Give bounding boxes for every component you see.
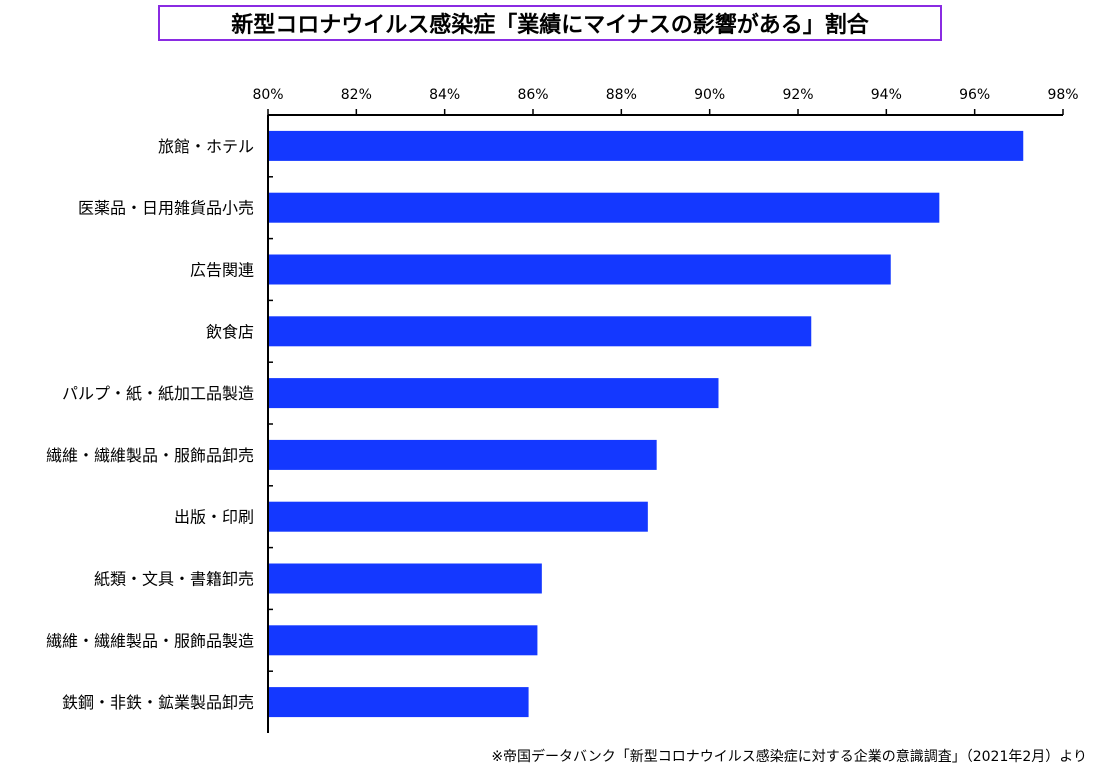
category-label: 旅館・ホテル xyxy=(158,137,254,156)
bar xyxy=(268,316,812,347)
x-tick-label: 80% xyxy=(252,87,283,103)
x-tick-label: 94% xyxy=(871,87,902,103)
category-label: 出版・印刷 xyxy=(174,508,254,527)
x-tick-label: 92% xyxy=(782,87,813,103)
x-tick-label: 98% xyxy=(1047,87,1078,103)
bar xyxy=(268,254,891,285)
bar xyxy=(268,625,538,656)
x-tick-label: 84% xyxy=(429,87,460,103)
x-tick-label: 88% xyxy=(606,87,637,103)
bar xyxy=(268,687,529,718)
x-tick-label: 82% xyxy=(341,87,372,103)
category-label: 紙類・文具・書籍卸売 xyxy=(94,570,254,589)
bar xyxy=(268,192,940,223)
category-label: 繊維・繊維製品・服飾品卸売 xyxy=(46,446,254,465)
bar xyxy=(268,130,1024,161)
x-tick-label: 96% xyxy=(959,87,990,103)
bar xyxy=(268,501,648,532)
x-tick-label: 90% xyxy=(694,87,725,103)
source-note: ※帝国データバンク「新型コロナウイルス感染症に対する企業の意識調査」（2021年… xyxy=(491,749,1087,765)
x-tick-label: 86% xyxy=(517,87,548,103)
bar xyxy=(268,439,657,470)
category-label: 医薬品・日用雑貨品小売 xyxy=(78,199,254,218)
category-label: 繊維・繊維製品・服飾品製造 xyxy=(46,631,254,650)
bar xyxy=(268,563,542,594)
category-label: 広告関連 xyxy=(190,261,254,280)
category-label: 飲食店 xyxy=(206,322,254,341)
chart-title: 新型コロナウイルス感染症「業績にマイナスの影響がある」割合 xyxy=(158,5,942,41)
category-label: 鉄鋼・非鉄・鉱業製品卸売 xyxy=(62,693,254,712)
category-label: パルプ・紙・紙加工品製造 xyxy=(62,384,254,403)
bar xyxy=(268,378,719,409)
